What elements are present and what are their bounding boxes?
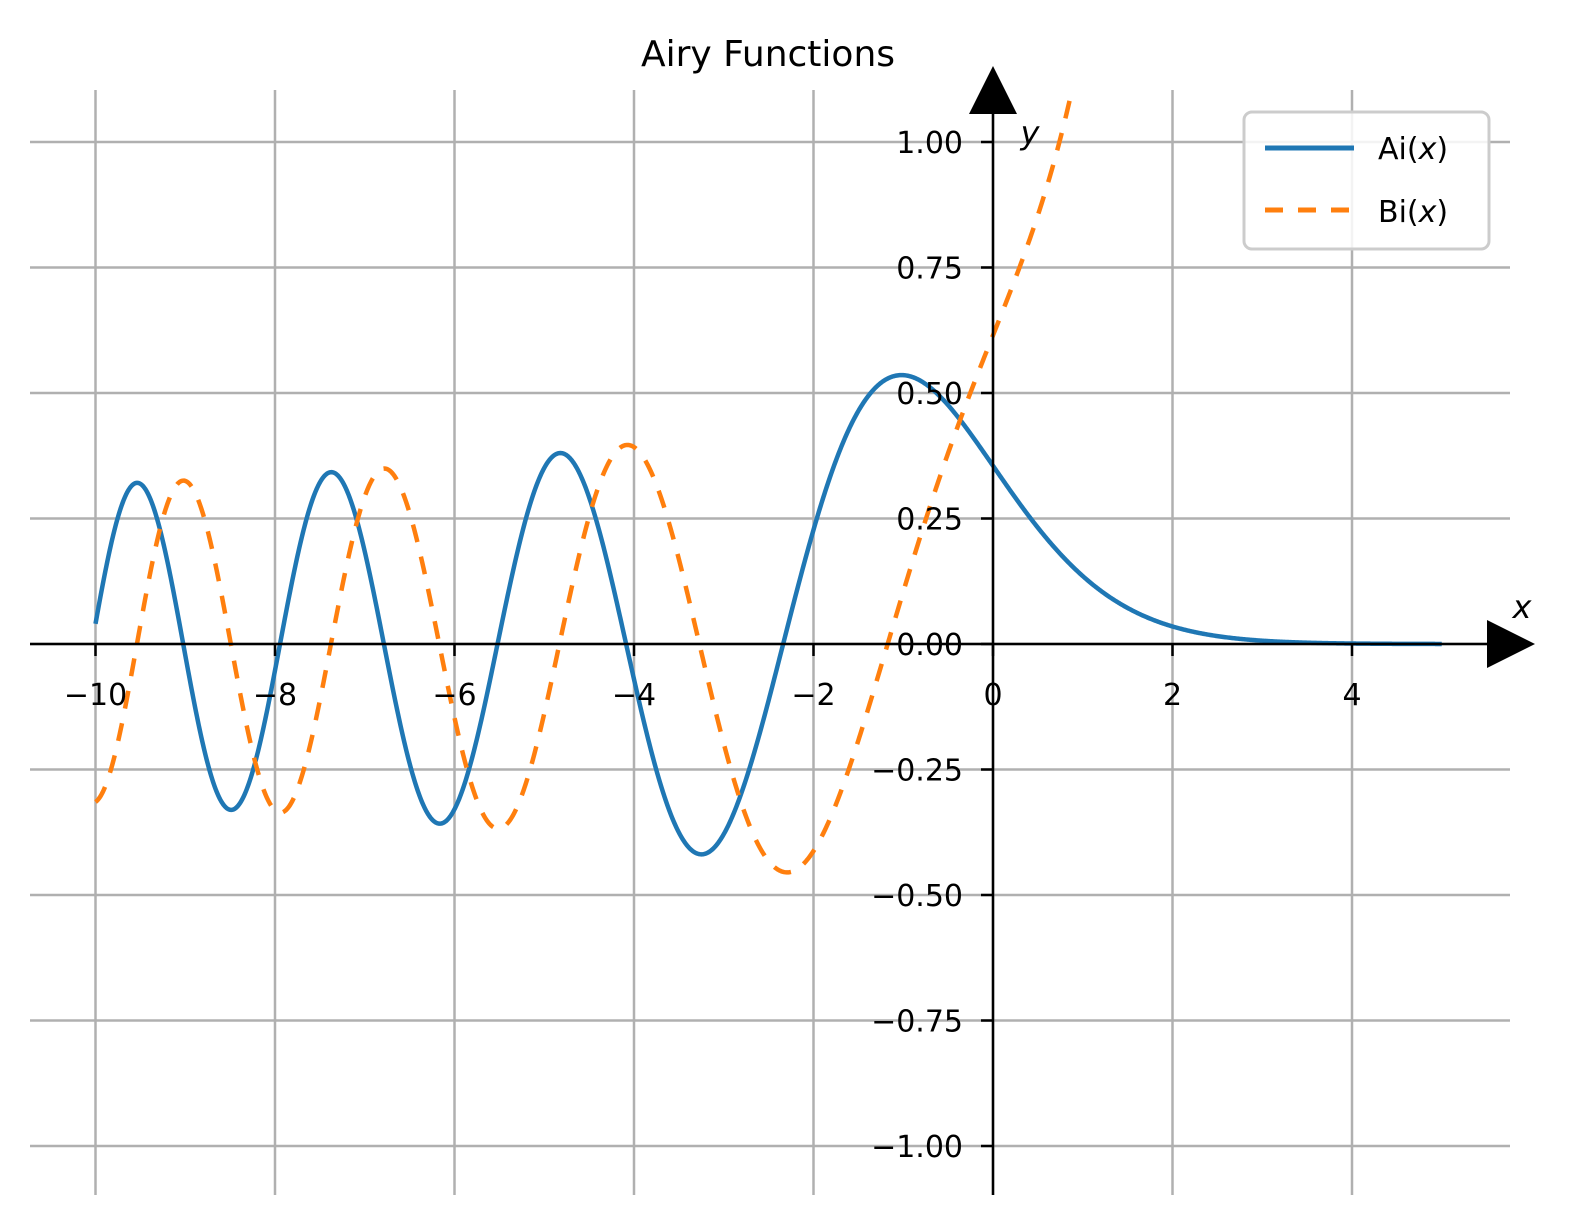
- x-tick-label: −2: [791, 678, 835, 713]
- y-axis-label: y: [1020, 114, 1041, 152]
- y-tick-label: 1.00: [896, 126, 963, 161]
- y-tick-label: −0.25: [871, 754, 963, 789]
- y-tick-label: −1.00: [871, 1130, 963, 1165]
- legend-label-bi: Bi(x): [1378, 195, 1448, 230]
- x-axis-label: x: [1512, 588, 1533, 626]
- tick-labels: −10 −8 −6 −4 −2 0 2 4 1.00 0.75 0.50 0.25 0.00 −0.25 −…: [64, 126, 1362, 1165]
- x-tick-label: −4: [612, 678, 656, 713]
- x-axis-arrow-icon: [1487, 620, 1535, 668]
- x-tick-label: −8: [253, 678, 297, 713]
- series-ai-line: [93, 372, 1444, 857]
- legend-box: [1242, 110, 1491, 251]
- series-bi-line: [94, 93, 1074, 875]
- y-tick-label: −0.75: [871, 1005, 963, 1040]
- legend: Ai(x) Bi(x): [1242, 110, 1491, 251]
- x-tick-label: −6: [432, 678, 476, 713]
- plot-curves: [93, 93, 1444, 875]
- grid-lines: [30, 90, 1510, 1195]
- y-axis-arrow-icon: [969, 66, 1017, 114]
- x-tick-label: 2: [1163, 678, 1182, 713]
- y-tick-label: 0.75: [896, 252, 963, 287]
- x-tick-label: −10: [64, 678, 127, 713]
- chart-title: Airy Functions: [641, 34, 895, 75]
- y-tick-label: −0.50: [871, 879, 963, 914]
- y-tick-label: 0.25: [896, 503, 963, 538]
- legend-label-ai: Ai(x): [1378, 132, 1448, 167]
- y-tick-label: 0.50: [896, 377, 963, 412]
- x-tick-label: 4: [1342, 678, 1361, 713]
- x-tick-label: 0: [983, 678, 1002, 713]
- y-tick-label: 0.00: [896, 628, 963, 663]
